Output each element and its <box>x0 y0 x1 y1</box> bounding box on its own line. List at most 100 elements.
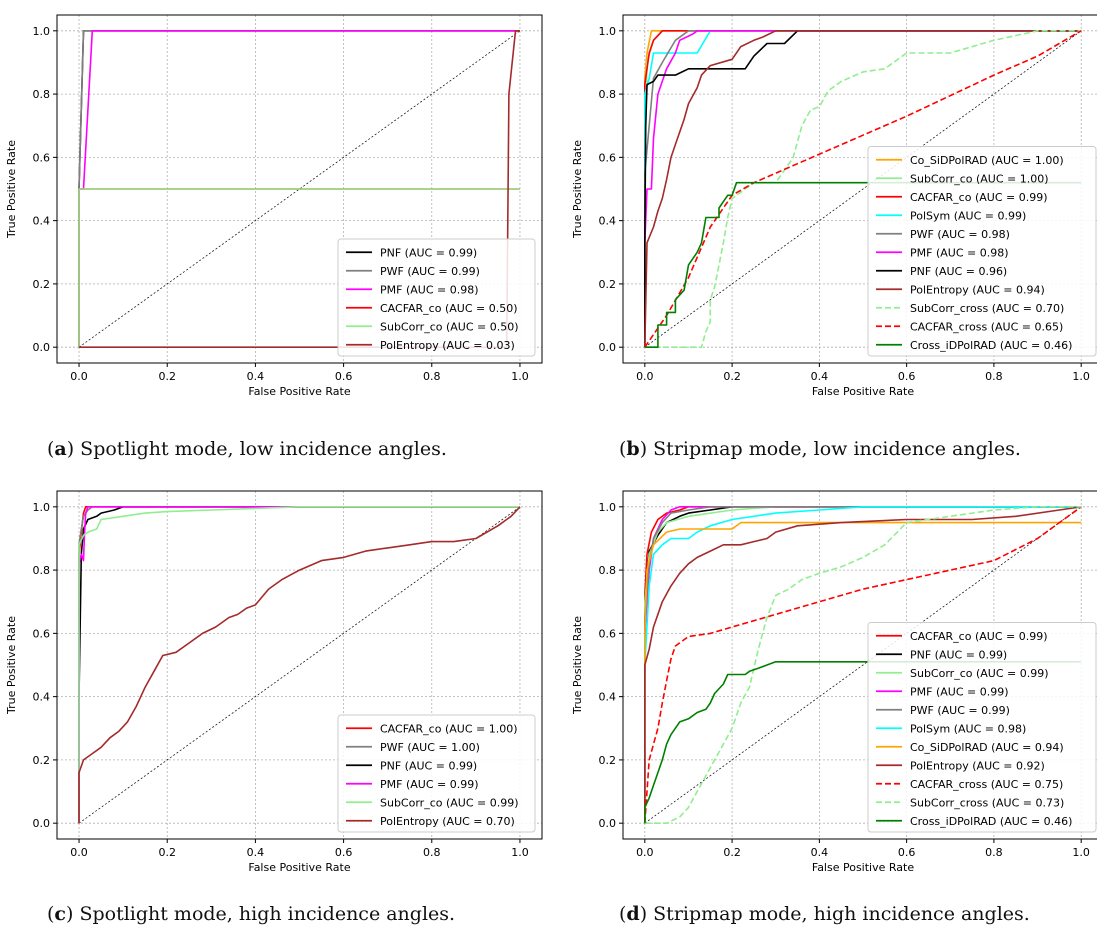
x-tick-label: 1.0 <box>511 370 529 383</box>
y-axis-label: True Positive Rate <box>571 140 584 239</box>
x-tick-label: 0.0 <box>636 846 654 859</box>
y-tick-label: 0.4 <box>33 691 51 704</box>
y-tick-label: 1.0 <box>33 501 51 514</box>
roc-chart-b: 0.0 0.2 0.4 0.6 0.8 1.0 0.0 0.2 0.4 0.6 0.8 1.0 Fals… <box>571 14 1097 398</box>
legend-label: SubCorr_co (AUC = 1.00) <box>910 172 1049 185</box>
series-line <box>644 661 1082 824</box>
legend-label: CACFAR_co (AUC = 1.00) <box>380 722 518 735</box>
legend-label: CACFAR_cross (AUC = 0.65) <box>910 320 1063 333</box>
x-tick-label: 0.0 <box>636 370 654 383</box>
y-tick-label: 0.6 <box>599 627 617 640</box>
legend-label: SubCorr_cross (AUC = 0.70) <box>910 302 1064 315</box>
legend-label: PolSym (AUC = 0.98) <box>910 722 1026 735</box>
y-tick-label: 0.2 <box>599 754 617 767</box>
series-line <box>78 506 521 824</box>
y-tick-label: 0.4 <box>33 215 51 228</box>
series-line <box>644 30 1082 348</box>
legend-box <box>867 146 1097 357</box>
legend-box <box>337 238 536 357</box>
y-tick-label: 1.0 <box>599 501 617 514</box>
legend-label: SubCorr_co (AUC = 0.99) <box>380 796 519 809</box>
legend-label: PolEntropy (AUC = 0.70) <box>380 815 515 828</box>
y-tick-label: 0.2 <box>33 278 51 291</box>
series-line <box>644 506 1082 824</box>
legend: CACFAR_co (AUC = 1.00) PWF (AUC = 1.00) PN… <box>337 714 536 833</box>
legend-label: PWF (AUC = 0.99) <box>910 704 1010 717</box>
legend-label: CACFAR_co (AUC = 0.99) <box>910 630 1048 643</box>
y-tick-label: 0.2 <box>599 278 617 291</box>
y-tick-label: 0.8 <box>33 88 51 101</box>
legend-label: PolEntropy (AUC = 0.94) <box>910 283 1045 296</box>
legend-label: PNF (AUC = 0.99) <box>380 759 477 772</box>
chart-panel-a: 0.0 0.2 0.4 0.6 0.8 1.0 0.0 0.2 0.4 0.6 0.8 1.0 Fals… <box>0 0 560 420</box>
caption-letter: d <box>626 903 640 925</box>
series-line <box>78 506 520 824</box>
x-tick-label: 0.6 <box>335 846 353 859</box>
x-axis-label: False Positive Rate <box>248 861 350 874</box>
caption-letter: c <box>54 903 66 925</box>
legend: PNF (AUC = 0.99) PWF (AUC = 0.99) PMF (AUC… <box>337 238 536 357</box>
legend-label: PNF (AUC = 0.96) <box>910 265 1007 278</box>
legend-label: PMF (AUC = 0.99) <box>380 778 479 791</box>
legend-label: Co_SiDPolRAD (AUC = 0.94) <box>910 741 1064 754</box>
series-line <box>644 30 1082 348</box>
plot-frame <box>56 490 543 840</box>
x-tick-label: 0.8 <box>423 846 441 859</box>
plot-frame <box>622 490 1097 840</box>
y-tick-label: 0.8 <box>33 564 51 577</box>
legend-label: Co_SiDPolRAD (AUC = 1.00) <box>910 154 1064 167</box>
x-tick-label: 0.2 <box>723 370 741 383</box>
x-axis-label: False Positive Rate <box>812 861 914 874</box>
y-tick-label: 0.8 <box>599 88 617 101</box>
series-line <box>644 506 1082 824</box>
legend-label: PMF (AUC = 0.99) <box>910 685 1009 698</box>
series-line <box>644 30 1082 348</box>
legend-label: CACFAR_co (AUC = 0.50) <box>380 302 518 315</box>
chance-diagonal <box>78 506 521 824</box>
x-tick-label: 0.4 <box>247 370 265 383</box>
x-tick-label: 0.6 <box>335 370 353 383</box>
legend-label: PNF (AUC = 0.99) <box>910 648 1007 661</box>
y-tick-label: 0.0 <box>33 341 51 354</box>
legend-label: SubCorr_co (AUC = 0.99) <box>910 667 1049 680</box>
legend-label: CACFAR_cross (AUC = 0.75) <box>910 778 1063 791</box>
x-tick-label: 0.2 <box>723 846 741 859</box>
x-tick-label: 1.0 <box>1072 846 1090 859</box>
legend-label: PNF (AUC = 0.99) <box>380 246 477 259</box>
legend-label: Cross_iDPolRAD (AUC = 0.46) <box>910 815 1072 828</box>
roc-chart-a: 0.0 0.2 0.4 0.6 0.8 1.0 0.0 0.2 0.4 0.6 0.8 1.0 Fals… <box>5 14 543 398</box>
legend-label: PWF (AUC = 1.00) <box>380 741 480 754</box>
legend: CACFAR_co (AUC = 0.99) PNF (AUC = 0.99) Su… <box>867 622 1097 833</box>
chart-panel-d: 0.0 0.2 0.4 0.6 0.8 1.0 0.0 0.2 0.4 0.6 0.8 1.0 Fals… <box>563 476 1097 896</box>
series-line <box>78 506 520 824</box>
x-tick-label: 1.0 <box>511 846 529 859</box>
x-tick-label: 0.2 <box>158 370 176 383</box>
y-tick-label: 0.0 <box>599 341 617 354</box>
x-tick-label: 0.6 <box>898 370 916 383</box>
series-line <box>644 521 1082 824</box>
legend-label: PMF (AUC = 0.98) <box>910 246 1009 259</box>
legend: Co_SiDPolRAD (AUC = 1.00) SubCorr_co (AUC… <box>867 146 1097 357</box>
y-tick-label: 0.6 <box>33 151 51 164</box>
legend-label: PWF (AUC = 0.98) <box>910 228 1010 241</box>
series-line <box>644 30 1082 348</box>
x-tick-label: 0.4 <box>247 846 265 859</box>
roc-chart-d: 0.0 0.2 0.4 0.6 0.8 1.0 0.0 0.2 0.4 0.6 0.8 1.0 Fals… <box>571 490 1097 874</box>
y-tick-label: 0.2 <box>33 754 51 767</box>
caption-b: (b) Stripmap mode, low incidence angles. <box>619 438 1021 460</box>
legend-label: PolSym (AUC = 0.99) <box>910 209 1026 222</box>
roc-chart-c: 0.0 0.2 0.4 0.6 0.8 1.0 0.0 0.2 0.4 0.6 0.8 1.0 Fals… <box>5 490 543 874</box>
y-tick-label: 0.4 <box>599 691 617 704</box>
legend-box <box>867 622 1097 833</box>
caption-c: (c) Spotlight mode, high incidence angle… <box>47 903 456 925</box>
caption-text: ) Spotlight mode, high incidence angles. <box>66 903 456 925</box>
y-tick-label: 0.4 <box>599 215 617 228</box>
y-tick-label: 0.8 <box>599 564 617 577</box>
y-axis-label: True Positive Rate <box>5 616 18 715</box>
y-tick-label: 1.0 <box>33 25 51 38</box>
y-tick-label: 0.0 <box>599 817 617 830</box>
x-tick-label: 0.6 <box>898 846 916 859</box>
y-tick-label: 0.0 <box>33 817 51 830</box>
legend-label: PWF (AUC = 0.99) <box>380 265 480 278</box>
caption-a: (a) Spotlight mode, low incidence angles… <box>47 438 447 460</box>
